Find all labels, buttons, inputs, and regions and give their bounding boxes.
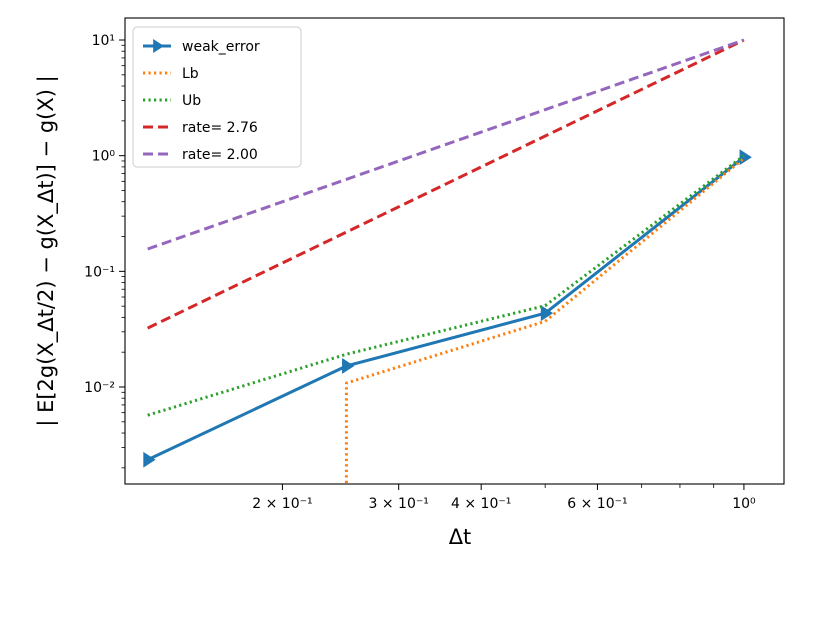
- legend-entry-weak-error: weak_error: [143, 39, 260, 55]
- legend-marker: [153, 39, 164, 53]
- x-tick-label: 3 × 10⁻¹: [369, 496, 429, 512]
- x-tick-label: 10⁰: [732, 496, 756, 512]
- series-line-lb: [344, 157, 745, 483]
- series-line-rate-2-00: [147, 38, 745, 251]
- y-tick-label: 10⁻¹: [84, 264, 115, 280]
- legend-label: Lb: [182, 66, 199, 82]
- y-tick-label: 10¹: [92, 33, 115, 49]
- x-tick-label: 4 × 10⁻¹: [451, 496, 511, 512]
- data-point-weak-error: [739, 149, 752, 166]
- plot-frame: [124, 17, 785, 485]
- ticks-layer: 2 × 10⁻¹ 3 × 10⁻¹ 4 × 10⁻¹ 6 × 10⁻¹ 10⁰ 10⁻² 1…: [84, 33, 756, 512]
- legend-entry-rate-2-76: rate= 2.76: [143, 120, 258, 136]
- series-line-weak-error: [147, 156, 745, 462]
- legend-entry-lb: Lb: [143, 66, 199, 82]
- legend-box: [132, 26, 302, 168]
- x-tick-label: 2 × 10⁻¹: [252, 496, 312, 512]
- legend-label: weak_error: [182, 39, 260, 55]
- legend-label: rate= 2.76: [182, 120, 258, 136]
- data-point-weak-error: [342, 358, 355, 374]
- x-axis-label: Δt: [449, 525, 472, 549]
- y-tick-label: 10⁻²: [84, 380, 115, 396]
- legend-label: Ub: [182, 93, 201, 109]
- y-tick-label: 10⁰: [92, 149, 116, 165]
- legend-entry-rate-2-00: rate= 2.00: [143, 147, 258, 163]
- series-layer: [143, 38, 752, 483]
- data-point-weak-error: [540, 305, 554, 322]
- x-tick-label: 6 × 10⁻¹: [567, 496, 627, 512]
- legend-entry-ub: Ub: [143, 93, 201, 109]
- legend-label: rate= 2.00: [182, 147, 258, 163]
- series-line-rate-2-76: [147, 38, 745, 330]
- y-axis-label: | E[2g(X_Δt/2) − g(X_Δt)] − g(X) |: [34, 75, 59, 426]
- data-point-weak-error: [143, 451, 156, 468]
- legend: weak_error Lb Ub rate= 2.76 rate= 2.00: [132, 26, 302, 168]
